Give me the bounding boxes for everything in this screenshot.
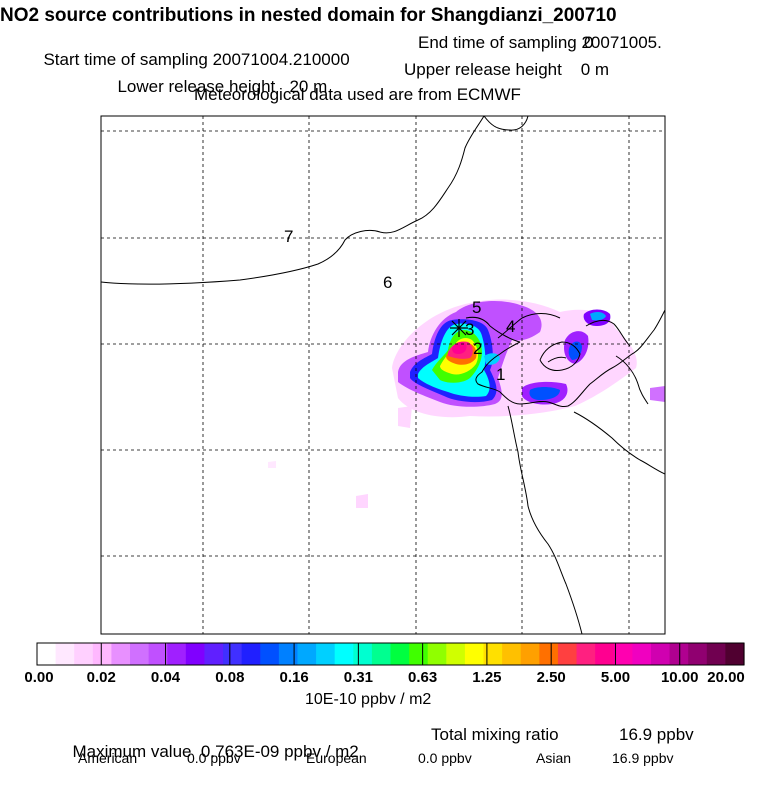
colorbar-swatch bbox=[223, 643, 243, 665]
american-label: American bbox=[78, 750, 138, 766]
plume-haze-spot bbox=[356, 494, 368, 508]
colorbar-units: 10E-10 ppbv / m2 bbox=[305, 691, 432, 708]
colorbar-swatch bbox=[260, 643, 280, 665]
upper-release-height: Upper release height 0 m bbox=[404, 60, 610, 79]
colorbar-swatch bbox=[185, 643, 206, 665]
colorbar-swatch bbox=[371, 643, 392, 665]
asian-value: 16.9 ppbv bbox=[612, 750, 674, 766]
plume-haze-south bbox=[398, 406, 412, 428]
colorbar-tick-label: 0.16 bbox=[279, 669, 309, 686]
plume-haze-east bbox=[650, 386, 665, 402]
colorbar-tick-label: 0.63 bbox=[408, 669, 438, 686]
colorbar-swatch bbox=[316, 643, 336, 665]
colorbar-swatch bbox=[390, 643, 410, 665]
colorbar-swatch bbox=[632, 643, 652, 665]
map-frame bbox=[100, 115, 666, 635]
colorbar-tick-label: 0.31 bbox=[343, 669, 373, 686]
colorbar-swatch bbox=[278, 643, 299, 665]
colorbar-swatch bbox=[613, 643, 633, 665]
colorbar-tick-label: 2.50 bbox=[536, 669, 566, 686]
colorbar-swatch bbox=[92, 643, 113, 665]
plume-core bbox=[452, 341, 467, 354]
plume-blue-ne2 bbox=[590, 311, 606, 321]
colorbar-swatch bbox=[167, 643, 187, 665]
colorbar-swatch bbox=[204, 643, 224, 665]
colorbar-swatch bbox=[241, 643, 261, 665]
colorbar-swatch bbox=[297, 643, 317, 665]
asian-label: Asian bbox=[536, 750, 572, 766]
colorbar-swatch bbox=[539, 643, 559, 665]
colorbar-swatch bbox=[669, 643, 689, 665]
colorbar-swatch bbox=[446, 643, 466, 665]
max-value: Maximum value 0.763E-09 ppbv / m2 bbox=[72, 742, 359, 761]
colorbar-swatch bbox=[409, 643, 429, 665]
colorbar-swatch bbox=[37, 643, 57, 665]
colorbar-swatch bbox=[353, 643, 373, 665]
colorbar-tick-label: 0.04 bbox=[150, 669, 181, 686]
region-label-3: 3 bbox=[465, 320, 474, 339]
region-label-6: 6 bbox=[383, 273, 392, 292]
plume-blue-east bbox=[529, 387, 560, 400]
region-label-5: 5 bbox=[472, 298, 481, 317]
colorbar-tick-label: 0.02 bbox=[86, 669, 116, 686]
region-label-4: 4 bbox=[506, 317, 515, 336]
colorbar-swatch bbox=[55, 643, 75, 665]
colorbar-swatch bbox=[148, 643, 168, 665]
colorbar-swatch bbox=[464, 643, 485, 665]
european-label: European bbox=[306, 750, 367, 766]
european-value: 0.0 ppbv bbox=[418, 750, 472, 766]
colorbar-swatch bbox=[520, 643, 540, 665]
map-panel: 1 2 3 4 5 6 7 bbox=[100, 115, 666, 635]
colorbar-swatch bbox=[557, 643, 578, 665]
lat-lon-grid bbox=[101, 116, 665, 634]
met-data-source: Meteorological data used are from ECMWF bbox=[194, 85, 521, 104]
colorbar-swatch bbox=[334, 643, 354, 665]
plume-blue-ne bbox=[568, 341, 582, 360]
colorbar-swatch bbox=[576, 643, 596, 665]
colorbar-swatch bbox=[483, 643, 503, 665]
colorbar-swatch bbox=[502, 643, 522, 665]
region-label-1: 1 bbox=[496, 365, 505, 384]
colorbar-tick-label: 20.00 bbox=[707, 669, 745, 686]
american-value: 0.0 ppbv bbox=[187, 750, 241, 766]
total-mixing-ratio-value: 16.9 ppbv bbox=[619, 725, 694, 744]
start-time: Start time of sampling 20071004.210000 bbox=[43, 50, 350, 69]
colorbar-swatch bbox=[688, 643, 708, 665]
release-heights: Lower release height 20 m Upper release … bbox=[108, 61, 609, 112]
colorbar-swatch bbox=[725, 643, 745, 665]
end-time: End time of sampling 20071005. bbox=[418, 33, 662, 52]
summary-line: Maximum value 0.763E-09 ppbv / m2 Total … bbox=[63, 726, 693, 794]
colorbar-tick-label: 0.08 bbox=[215, 669, 245, 686]
colorbar-swatch bbox=[427, 643, 447, 665]
chart-title: NO2 source contributions in nested domai… bbox=[0, 5, 617, 26]
colorbar-swatch bbox=[706, 643, 726, 665]
plume-haze-spot-2 bbox=[268, 461, 276, 468]
colorbar-tick-label: 1.25 bbox=[472, 669, 502, 686]
receptor-star-marker bbox=[450, 319, 468, 337]
colorbar-swatch bbox=[130, 643, 150, 665]
lower-release-height: Lower release height 20 m bbox=[117, 77, 328, 96]
colorbar-tick-label: 10.00 bbox=[660, 669, 699, 686]
colorbar-swatch bbox=[650, 643, 671, 665]
colorbar-tick-label: 5.00 bbox=[600, 669, 631, 686]
colorbar-swatch bbox=[74, 643, 94, 665]
colorbar-swatch bbox=[111, 643, 131, 665]
colorbar bbox=[36, 642, 745, 666]
region-label-7: 7 bbox=[284, 227, 293, 246]
concentration-field bbox=[268, 299, 665, 508]
colorbar-frame bbox=[36, 642, 745, 666]
sampling-times: Start time of sampling 20071004.210000 E… bbox=[34, 34, 661, 102]
colorbar-swatch bbox=[595, 643, 615, 665]
colorbar-dividers bbox=[100, 643, 681, 665]
colorbar-tick-label: 0.00 bbox=[24, 669, 54, 686]
total-mixing-ratio-label: Total mixing ratio bbox=[431, 725, 559, 744]
end-time-suffix: 0 bbox=[584, 33, 594, 52]
colorbar-swatches bbox=[37, 643, 745, 665]
region-label-2: 2 bbox=[473, 339, 482, 358]
